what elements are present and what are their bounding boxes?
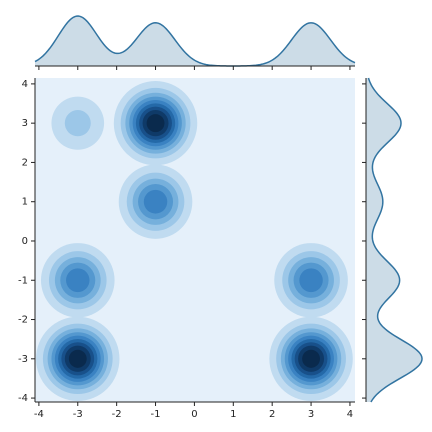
x-tick-label: 2 <box>269 409 275 420</box>
y-tick-label: 3 <box>22 118 28 129</box>
x-marginal-line <box>34 15 356 67</box>
x-tick-label: -3 <box>73 409 83 420</box>
x-tick-label: 4 <box>347 409 353 420</box>
y-tick-label: -2 <box>18 315 28 326</box>
y-marginal-area <box>366 78 422 402</box>
y-marginal-line <box>367 77 423 403</box>
kde-contour <box>64 110 91 137</box>
x-tick-label: -2 <box>112 409 122 420</box>
y-tick-label: 1 <box>22 197 28 208</box>
y-tick-label: 4 <box>22 79 28 90</box>
y-tick-label: -3 <box>18 354 28 365</box>
y-tick-label: 0 <box>22 236 28 247</box>
kde-contour <box>299 268 323 293</box>
y-tick-label: 2 <box>22 157 28 168</box>
x-tick-label: -1 <box>151 409 161 420</box>
x-tick-label: 0 <box>191 409 197 420</box>
x-tick-label: -4 <box>34 409 44 420</box>
x-tick-label: 3 <box>308 409 314 420</box>
kde-contour <box>302 349 320 368</box>
kde-contour <box>143 189 168 214</box>
kde-contour <box>146 114 165 133</box>
x-tick-label: 1 <box>230 409 236 420</box>
y-tick-label: -1 <box>18 275 28 286</box>
y-tick-label: -4 <box>18 393 28 404</box>
kde-area <box>35 78 355 402</box>
kde-contour <box>68 349 87 368</box>
kde-contour <box>66 268 90 293</box>
